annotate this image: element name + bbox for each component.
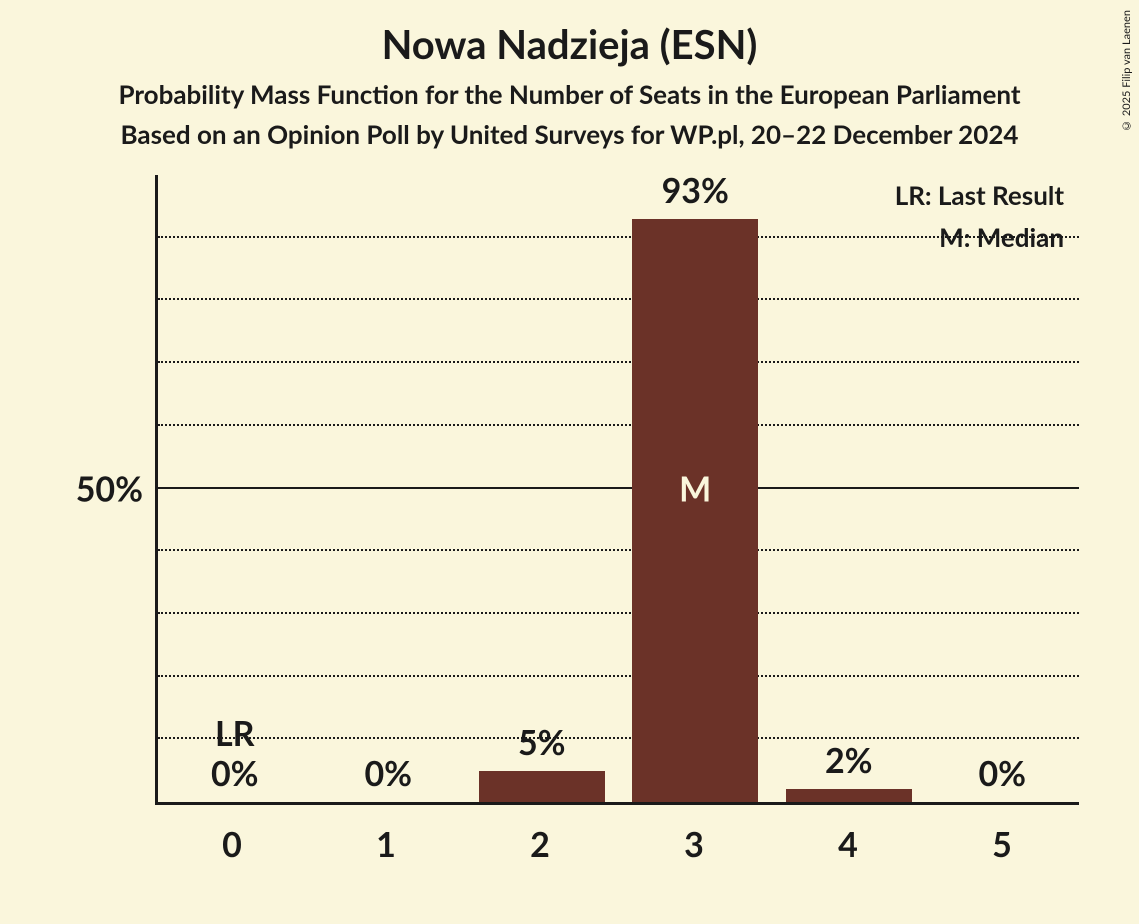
bar: 2%: [786, 789, 912, 802]
bar: 93%M: [632, 219, 758, 802]
bar-value-label: 0%: [939, 753, 1065, 794]
x-axis-labels: 012345: [155, 824, 1079, 865]
bars: 0%LR0%5%93%M2%0%: [158, 175, 1079, 802]
copyright: © 2025 Filip van Laenen: [1120, 10, 1133, 132]
x-axis-label: 0: [155, 824, 309, 865]
x-axis-label: 5: [925, 824, 1079, 865]
bar-slot: 5%: [465, 175, 619, 802]
bar-value-label: 2%: [786, 740, 912, 781]
bar-slot: 0%: [312, 175, 466, 802]
y-axis-label: 50%: [48, 468, 143, 509]
bar-slot: 0%LR: [158, 175, 312, 802]
bar-value-label: 5%: [479, 722, 605, 763]
bar-slot: 2%: [772, 175, 926, 802]
bar-value-label: 93%: [632, 170, 758, 211]
bar-value-label: 0%: [172, 753, 298, 794]
x-axis-label: 4: [771, 824, 925, 865]
chart-subtitle-1: Probability Mass Function for the Number…: [30, 78, 1109, 110]
bar: 5%: [479, 771, 605, 802]
chart-title: Nowa Nadzieja (ESN): [30, 20, 1109, 68]
lr-annotation: LR: [172, 713, 298, 754]
chart-area: LR: Last Result M: Median 50% 0%LR0%5%93…: [105, 175, 1089, 865]
chart-container: Nowa Nadzieja (ESN) Probability Mass Fun…: [0, 0, 1139, 924]
bar-slot: 93%M: [619, 175, 773, 802]
chart-subtitle-2: Based on an Opinion Poll by United Surve…: [30, 118, 1109, 150]
x-axis-label: 2: [463, 824, 617, 865]
plot-area: LR: Last Result M: Median 50% 0%LR0%5%93…: [155, 175, 1079, 805]
x-axis-label: 1: [309, 824, 463, 865]
bar-slot: 0%: [926, 175, 1080, 802]
bar-value-label: 0%: [325, 753, 451, 794]
x-axis-label: 3: [617, 824, 771, 865]
median-annotation: M: [632, 468, 758, 509]
